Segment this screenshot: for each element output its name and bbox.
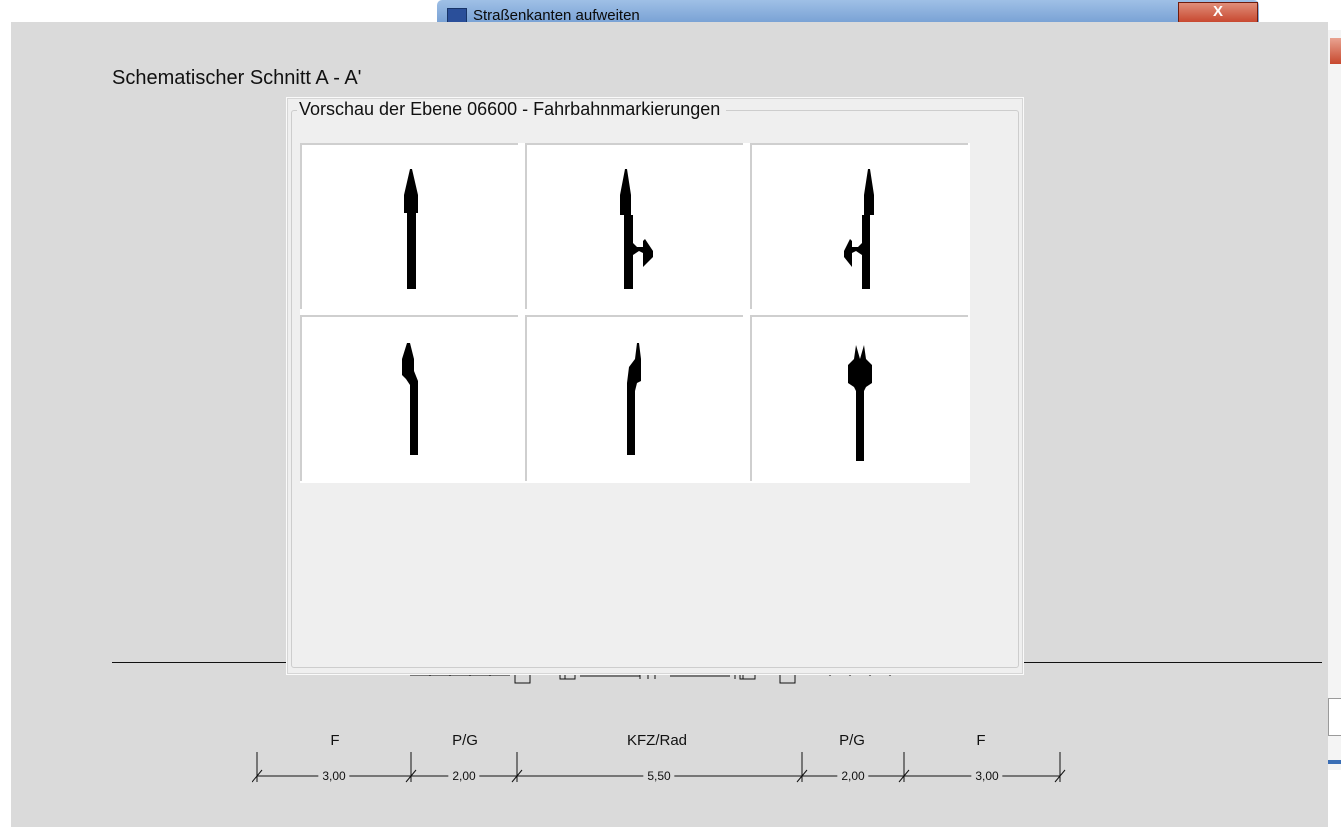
preview-legend: Vorschau der Ebene 06600 - Fahrbahnmarki… — [297, 99, 727, 120]
window-edge-close[interactable] — [1330, 38, 1341, 64]
section-label-pg-left: P/G — [452, 732, 478, 749]
arrow-preview-grid — [300, 143, 970, 483]
straight-arrow-variant-icon — [402, 343, 418, 455]
dimension-f-left: 3,00 — [318, 769, 350, 783]
dimension-f-right: 3,00 — [971, 769, 1003, 783]
dimension-pg-right: 2,00 — [837, 769, 869, 783]
right-bend-arrow-icon — [627, 343, 641, 455]
window-edge — [1328, 30, 1341, 770]
straight-arrow-icon — [404, 169, 418, 289]
ground-line-left — [112, 662, 292, 663]
window-edge-accent — [1328, 760, 1341, 764]
dimension-pg-left: 2,00 — [448, 769, 480, 783]
dimension-kfz-rad: 5,50 — [643, 769, 675, 783]
straight-left-arrow-icon — [844, 169, 874, 289]
preview-cell-straight-right[interactable] — [525, 143, 743, 309]
ground-line-right — [1020, 662, 1322, 663]
preview-cell-straight-left-right[interactable] — [750, 315, 968, 481]
background-window-title: Straßenkanten aufweiten — [473, 7, 640, 24]
section-label-kfz-rad: KFZ/Rad — [626, 732, 688, 749]
straight-left-right-arrow-icon — [848, 345, 872, 461]
straight-right-arrow-icon — [620, 169, 653, 289]
section-label-pg-right: P/G — [839, 732, 865, 749]
preview-cell-straight[interactable] — [300, 143, 518, 309]
section-label-f-right: F — [976, 732, 986, 749]
drawing-title: Schematischer Schnitt A - A' — [112, 67, 362, 89]
preview-cell-straight-left[interactable] — [750, 143, 968, 309]
preview-cell-right-bend[interactable] — [525, 315, 743, 481]
window-edge-control[interactable] — [1328, 698, 1341, 736]
section-label-f-left: F — [330, 732, 340, 749]
preview-cell-straight-variant[interactable] — [300, 315, 518, 481]
